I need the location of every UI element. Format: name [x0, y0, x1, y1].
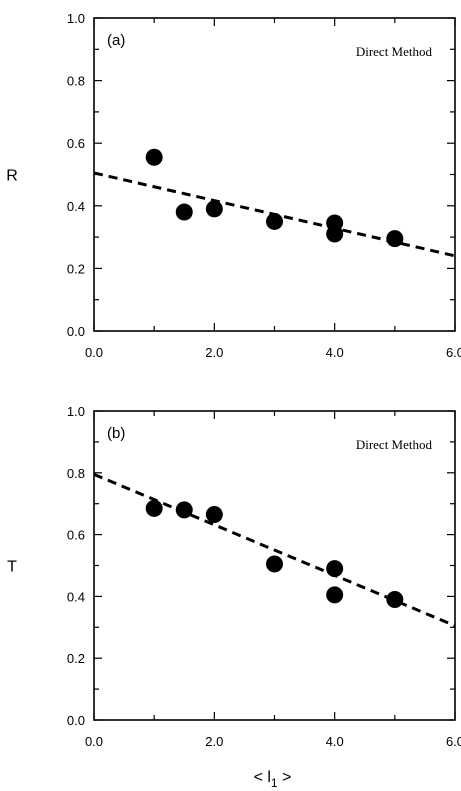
y-tick-label-b: 0.4	[67, 589, 85, 604]
data-point-b	[205, 506, 223, 524]
y-tick-label-a: 0.2	[67, 261, 85, 276]
data-point-b	[326, 560, 344, 578]
x-tick-label-a: 4.0	[326, 345, 344, 360]
y-tick-label-a: 0.8	[67, 74, 85, 89]
panel-label-b: (b)	[107, 425, 125, 442]
method-label-a: Direct Method	[356, 44, 433, 59]
data-point-a	[386, 230, 404, 248]
x-tick-label-a: 0.0	[85, 345, 103, 360]
x-tick-label-b: 4.0	[326, 734, 344, 749]
method-label-b: Direct Method	[356, 437, 433, 452]
data-point-b	[266, 555, 283, 573]
data-point-a	[326, 225, 344, 243]
panel-label-a: (a)	[107, 32, 125, 49]
data-point-a	[145, 148, 163, 166]
y-axis-title-b: T	[7, 559, 17, 576]
fit-line-b	[93, 472, 456, 628]
data-point-a	[175, 203, 193, 221]
y-tick-label-b: 1.0	[67, 404, 85, 419]
y-tick-label-b: 0.6	[67, 528, 85, 543]
y-tick-label-a: 1.0	[67, 11, 85, 26]
y-tick-label-a: 0.6	[67, 136, 85, 151]
x-tick-label-b: 0.0	[85, 734, 103, 749]
x-tick-label-a: 6.0	[446, 345, 461, 360]
y-axis-title-a: R	[6, 168, 18, 185]
plot-frame-a	[93, 17, 456, 332]
x-axis-title-b: < l1 >	[254, 769, 292, 790]
data-point-b	[145, 499, 163, 517]
y-tick-label-b: 0.0	[67, 713, 85, 728]
x-tick-label-a: 2.0	[205, 345, 223, 360]
data-point-b	[175, 501, 193, 519]
data-point-a	[266, 212, 283, 230]
x-tick-label-b: 6.0	[446, 734, 461, 749]
data-point-b	[386, 590, 404, 608]
y-tick-label-b: 0.2	[67, 651, 85, 666]
x-tick-label-b: 2.0	[205, 734, 223, 749]
data-point-b	[326, 586, 344, 604]
y-tick-label-b: 0.8	[67, 466, 85, 481]
y-tick-label-a: 0.0	[67, 324, 85, 339]
y-tick-label-a: 0.4	[67, 199, 85, 214]
data-point-a	[205, 200, 223, 218]
